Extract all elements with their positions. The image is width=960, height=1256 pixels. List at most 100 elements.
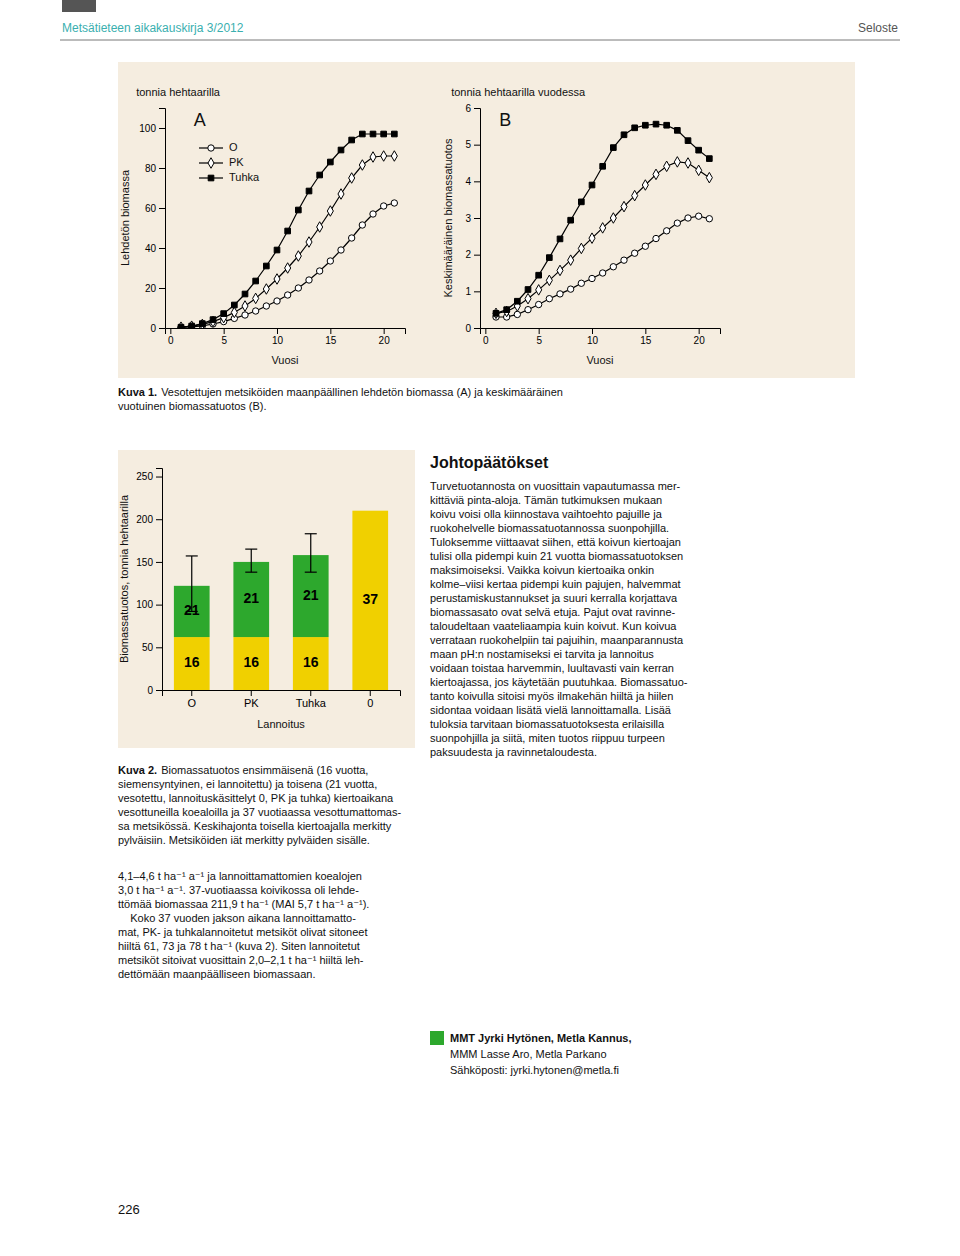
x-tick-mark [330, 328, 331, 334]
x-axis: 05101520 [166, 328, 406, 346]
y-tick: 0 [150, 323, 165, 334]
y-axis: 050100150200250 [136, 469, 162, 696]
series-marker [210, 317, 216, 323]
y-tick: 20 [145, 283, 165, 294]
series-marker [242, 291, 248, 297]
series-marker [599, 270, 605, 276]
y-tick-mark [474, 181, 480, 182]
series-marker [674, 157, 680, 168]
body-line: verrataan ruokohelpiin tai pajuihin, maa… [430, 634, 684, 646]
series-marker [317, 172, 323, 178]
x-tick-mark [310, 690, 311, 696]
series-marker [391, 200, 397, 206]
error-bar-cap [245, 572, 257, 573]
series-marker [391, 151, 397, 162]
y-tick: 250 [136, 471, 162, 482]
y-tick-label: 100 [136, 599, 153, 610]
series-marker [663, 228, 669, 234]
x-axis-line [166, 329, 406, 335]
section-title: Johtopäätökset [430, 454, 549, 471]
bar-age-label: 21 [303, 587, 319, 603]
plot-area [493, 121, 713, 320]
series-marker [370, 131, 376, 137]
y-axis-title: Keskimääräinen biomassatuotos [442, 138, 454, 297]
series-marker [706, 172, 712, 183]
data-labels: 16161637212121 [184, 587, 378, 670]
body-line: 4,1–4,6 t ha⁻¹ a⁻¹ ja lannoittamattomien… [118, 870, 362, 882]
y-tick-mark [156, 519, 162, 520]
y-tick: 5 [465, 139, 480, 150]
x-tick-label: 15 [640, 335, 652, 346]
series-marker [370, 211, 376, 217]
series-marker [189, 321, 195, 328]
y-tick: 1 [465, 286, 480, 297]
y-tick-label: 4 [465, 176, 471, 187]
panel-background [118, 62, 855, 378]
series-marker [589, 275, 595, 281]
series-marker [284, 292, 290, 298]
body-line: tanto koivulla sitoisi myös ilmakehän hi… [430, 690, 673, 702]
series-marker [525, 306, 531, 312]
series-marker [525, 293, 531, 304]
legend-label: Tuhka [229, 171, 260, 183]
body-line: paksuudesta ja ravinnetaloudesta. [430, 746, 597, 758]
y-tick: 100 [136, 599, 162, 610]
body-line: ruokohelvelle biomassatuotannossa suonpo… [430, 522, 669, 534]
y-tick-label: 2 [465, 249, 471, 260]
body-line: ttömää biomassaa 211,9 t ha⁻¹ (MAI 5,7 t… [118, 898, 369, 910]
series-marker [674, 220, 680, 226]
y-tick-mark [474, 255, 480, 256]
legend-swatch [208, 158, 214, 169]
y-tick-label: 0 [147, 685, 153, 696]
series-marker [210, 316, 216, 327]
y-tick-mark [156, 477, 162, 478]
y-tick-mark [474, 218, 480, 219]
y-tick-label: 150 [136, 557, 153, 568]
series-marker [664, 122, 670, 128]
x-tick-label: Tuhka [296, 697, 327, 709]
series-marker [546, 295, 552, 301]
x-axis-line [481, 329, 721, 335]
series-marker [327, 258, 333, 264]
x-tick-mark [277, 328, 278, 334]
error-bar-cap [245, 549, 257, 550]
series-marker [380, 203, 386, 209]
series-marker [285, 263, 291, 274]
x-tick-label: 0 [168, 335, 174, 346]
y-tick: 6 [465, 103, 480, 114]
series-marker [706, 216, 712, 222]
series-marker [348, 235, 354, 241]
y-tick: 3 [465, 213, 480, 224]
series-marker [493, 311, 499, 317]
series-marker [200, 321, 206, 327]
y-tick-mark [474, 145, 480, 146]
series-marker [189, 323, 195, 328]
series-marker [579, 199, 585, 205]
y-tick-mark [159, 248, 165, 249]
series-line [181, 203, 394, 327]
header-text: Metsätieteen aikakauskirja 3/2012 [62, 21, 244, 35]
series-marker [568, 255, 574, 266]
y-tick: 80 [145, 163, 165, 174]
series-marker [610, 213, 616, 224]
y-tick-label: 100 [139, 123, 156, 134]
series-marker [178, 322, 184, 328]
y-tick-mark [159, 328, 165, 329]
series-line [496, 124, 709, 313]
caption: Kuva 2.Biomassatuotos ensimmäisenä (16 v… [118, 764, 401, 846]
series-marker [611, 145, 617, 151]
legend: OPKTuhka [199, 141, 260, 183]
series-marker [557, 265, 563, 276]
series-marker [642, 243, 648, 249]
body-line: maksimoiseksi. Vaikka koivun kiertoaika … [430, 564, 654, 576]
error-bar [245, 549, 257, 572]
x-tick-label: O [187, 697, 196, 709]
body-line: hiiltä 61, 73 ja 78 t ha⁻¹ (kuva 2). Sit… [118, 940, 360, 952]
x-tick: 5 [221, 328, 227, 346]
caption: Kuva 1.Vesotettujen metsiköiden maanpääl… [118, 386, 563, 412]
x-tick: 20 [379, 328, 391, 346]
series-marker [707, 156, 713, 162]
series-marker [504, 306, 510, 317]
series-marker [370, 152, 376, 163]
series-marker [567, 286, 573, 292]
